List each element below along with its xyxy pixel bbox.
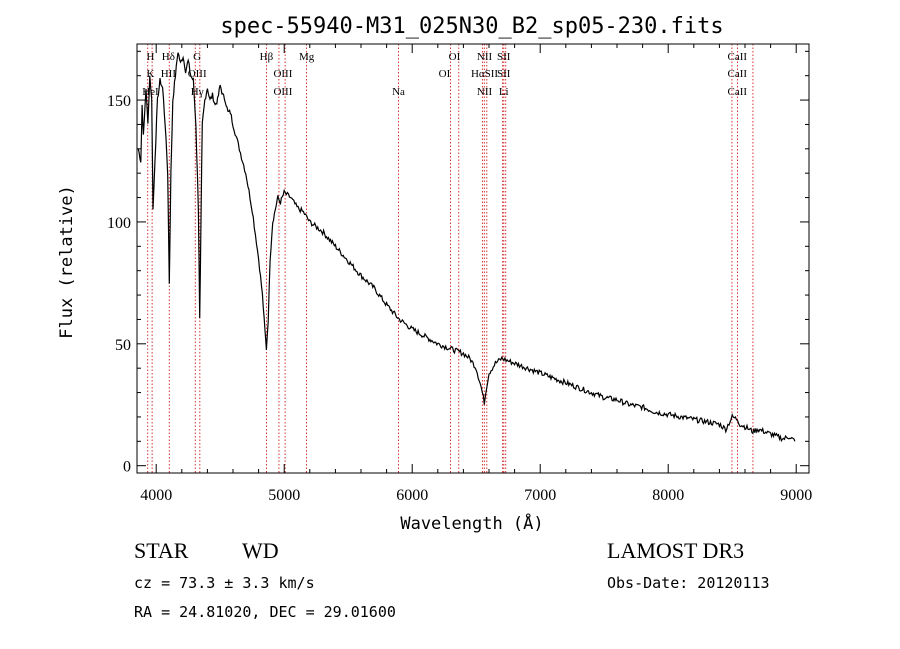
- line-label: OIII: [273, 68, 292, 80]
- line-label: NII: [477, 51, 493, 63]
- x-tick-label: 9000: [780, 487, 812, 504]
- line-label: K: [146, 68, 154, 80]
- emission-line-markers: [147, 44, 754, 473]
- x-tick-label: 7000: [524, 487, 556, 504]
- line-label: CaII: [728, 51, 748, 63]
- line-label: OIII: [273, 86, 292, 98]
- ra-dec: RA = 24.81020, DEC = 29.01600: [134, 603, 396, 621]
- line-label: OI: [439, 68, 451, 80]
- line-label: Hγ: [191, 86, 204, 98]
- y-tick-label: 100: [107, 215, 131, 232]
- object-type: STAR: [134, 538, 189, 563]
- redshift-cz: cz = 73.3 ± 3.3 km/s: [134, 574, 315, 592]
- line-label: Hδ: [162, 51, 175, 63]
- line-label: Li: [499, 86, 509, 98]
- spectrum-line: [137, 52, 796, 443]
- y-tick-label: 150: [107, 93, 131, 110]
- line-label: CaII: [728, 86, 748, 98]
- plot-frame: [136, 43, 810, 474]
- y-tick-label: 50: [115, 337, 131, 354]
- line-label: G: [193, 51, 201, 63]
- line-label: OIII: [188, 68, 207, 80]
- x-axis: 4000 5000 6000 7000 8000 9000: [140, 44, 812, 504]
- x-tick-label: 4000: [140, 487, 172, 504]
- object-subclass: WD: [242, 538, 279, 563]
- line-label: Hβ: [260, 51, 274, 63]
- line-label: NII: [477, 86, 493, 98]
- x-tick-label: 5000: [268, 487, 300, 504]
- line-label: CaII: [728, 68, 748, 80]
- survey-name: LAMOST DR3: [607, 538, 745, 563]
- emission-line-labels: HKHeIHδHIIGOIIIHγHβOIIIOIIIMgNaOIOINIIHα…: [142, 51, 747, 98]
- y-axis: 0 50 100 150: [107, 50, 809, 476]
- x-axis-label: Wavelength (Å): [400, 512, 543, 534]
- line-label: H: [146, 51, 154, 63]
- x-tick-label: 8000: [652, 487, 684, 504]
- line-label: HαSII: [471, 68, 498, 80]
- line-label: Na: [392, 86, 405, 98]
- y-axis-label: Flux (relative): [57, 185, 77, 339]
- line-label: Mg: [299, 51, 315, 63]
- line-label: SII: [497, 51, 511, 63]
- line-label: SII: [497, 68, 511, 80]
- obs-date: Obs-Date: 20120113: [607, 574, 770, 592]
- spectrum-chart: spec-55940-M31_025N30_B2_sp05-230.fits H…: [57, 14, 812, 534]
- y-tick-label: 0: [123, 459, 131, 476]
- chart-title: spec-55940-M31_025N30_B2_sp05-230.fits: [220, 14, 723, 39]
- line-label: OI: [449, 51, 461, 63]
- x-tick-label: 6000: [396, 487, 428, 504]
- line-label: HII: [161, 68, 177, 80]
